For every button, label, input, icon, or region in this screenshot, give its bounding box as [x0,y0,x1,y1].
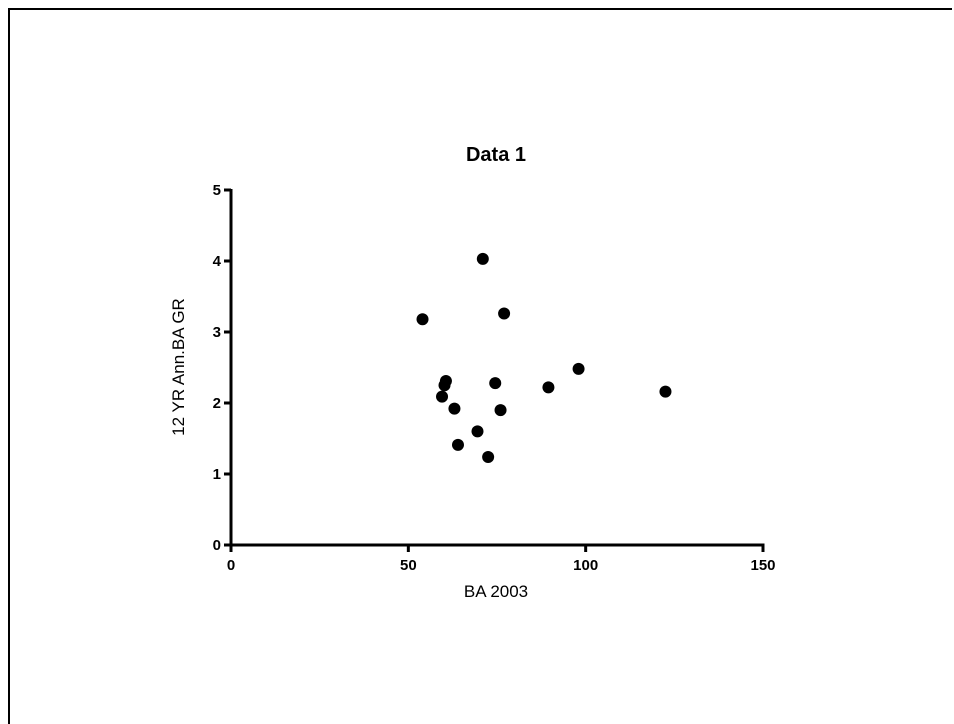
data-point [482,450,495,463]
data-point [476,252,489,265]
x-tick-label: 0 [227,557,235,574]
y-tick-label: 4 [213,253,222,270]
x-tick-label: 100 [573,557,598,574]
axes [229,189,765,547]
chart-title: Data 1 [466,144,526,166]
x-tick-label: 150 [750,557,775,574]
x-tick-label: 50 [400,557,417,574]
data-point [498,307,511,320]
data-point [494,404,507,417]
y-ticks: 0 1 2 3 4 5 [213,182,231,554]
data-point [572,362,585,375]
data-point [451,438,464,451]
data-point [659,385,672,398]
y-axis-label: 12 YR Ann.BA GR [169,298,188,436]
data-point [436,390,449,403]
y-tick-label: 1 [213,466,221,483]
data-point [439,374,452,387]
data-point [542,381,555,394]
data-point [489,377,502,390]
x-axis-label: BA 2003 [464,582,528,601]
y-tick-label: 3 [213,324,221,341]
x-ticks: 0 50 100 150 [227,545,776,574]
y-tick-label: 2 [213,395,221,412]
data-point [448,402,461,415]
y-tick-label: 0 [213,537,221,554]
data-point [471,425,484,438]
y-tick-label: 5 [213,182,221,199]
chart-frame [8,8,952,724]
data-point [416,313,429,326]
data-points [416,252,672,463]
